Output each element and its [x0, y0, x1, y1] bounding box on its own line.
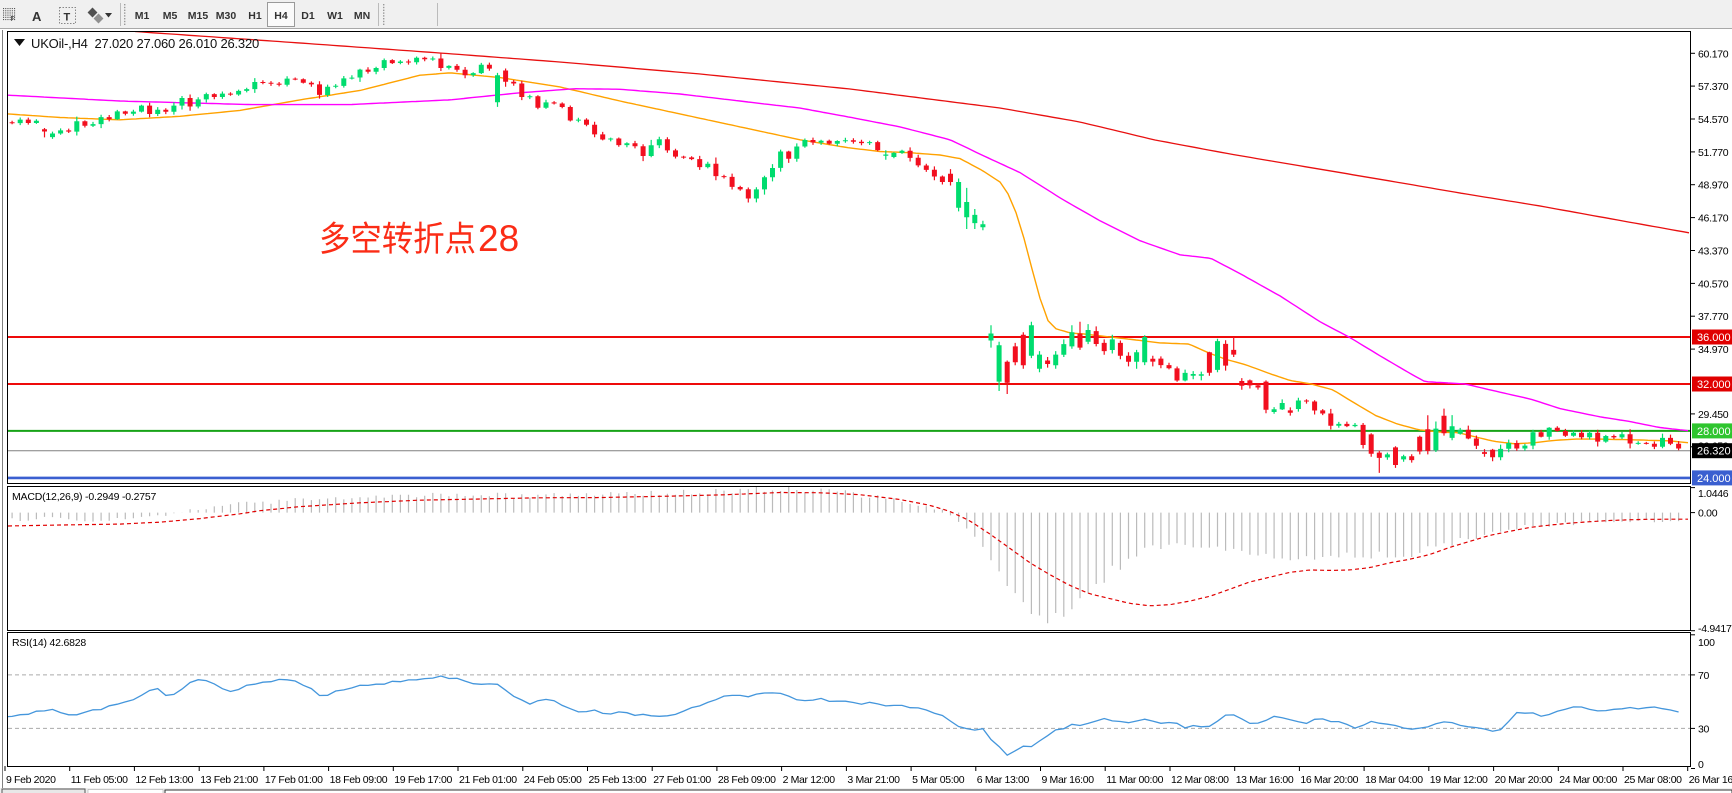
svg-text:5 Mar 05:00: 5 Mar 05:00 [912, 774, 965, 786]
svg-text:18 Mar 04:00: 18 Mar 04:00 [1365, 774, 1423, 786]
svg-text:24 Mar 00:00: 24 Mar 00:00 [1559, 774, 1617, 786]
svg-text:57.370: 57.370 [1698, 81, 1729, 93]
svg-text:2 Mar 12:00: 2 Mar 12:00 [783, 774, 836, 786]
svg-text:25 Mar 08:00: 25 Mar 08:00 [1624, 774, 1682, 786]
svg-text:24.000: 24.000 [1697, 473, 1731, 485]
svg-text:D1: D1 [301, 10, 315, 22]
svg-text:18 Feb 09:00: 18 Feb 09:00 [330, 774, 388, 786]
svg-text:M30: M30 [216, 10, 237, 22]
svg-text:9 Mar 16:00: 9 Mar 16:00 [1042, 774, 1095, 786]
svg-text:11 Mar 00:00: 11 Mar 00:00 [1106, 774, 1163, 786]
svg-text:28: 28 [478, 218, 519, 259]
svg-text:MN: MN [354, 10, 370, 22]
svg-text:20 Mar 20:00: 20 Mar 20:00 [1495, 774, 1553, 786]
svg-text:M15: M15 [188, 10, 209, 22]
svg-text:30: 30 [1698, 723, 1710, 735]
svg-text:34.970: 34.970 [1698, 344, 1729, 356]
svg-text:1.0446: 1.0446 [1698, 488, 1729, 500]
svg-text:70: 70 [1698, 670, 1710, 682]
svg-text:A: A [32, 9, 42, 24]
svg-text:H1: H1 [248, 10, 262, 22]
svg-text:19 Feb 17:00: 19 Feb 17:00 [394, 774, 452, 786]
svg-text:26 Mar 16:00: 26 Mar 16:00 [1689, 774, 1732, 786]
svg-text:F: F [11, 16, 15, 23]
svg-text:M1: M1 [135, 10, 150, 22]
svg-text:0: 0 [1698, 759, 1704, 771]
svg-text:51.770: 51.770 [1698, 147, 1729, 159]
svg-text:46.170: 46.170 [1698, 213, 1729, 225]
svg-text:54.570: 54.570 [1698, 114, 1729, 126]
svg-text:W1: W1 [327, 10, 343, 22]
svg-text:-4.9417: -4.9417 [1698, 623, 1732, 635]
svg-text:13 Mar 16:00: 13 Mar 16:00 [1236, 774, 1294, 786]
svg-text:M5: M5 [163, 10, 178, 22]
svg-text:37.770: 37.770 [1698, 311, 1729, 323]
svg-text:17 Feb 01:00: 17 Feb 01:00 [265, 774, 323, 786]
svg-text:21 Feb 01:00: 21 Feb 01:00 [459, 774, 517, 786]
svg-text:32.000: 32.000 [1697, 379, 1731, 391]
svg-text:43.370: 43.370 [1698, 246, 1729, 258]
svg-text:16 Mar 20:00: 16 Mar 20:00 [1300, 774, 1358, 786]
svg-text:9 Feb 2020: 9 Feb 2020 [6, 774, 56, 786]
svg-text:36.000: 36.000 [1697, 332, 1731, 344]
svg-text:3 Mar 21:00: 3 Mar 21:00 [847, 774, 900, 786]
svg-text:25 Feb 13:00: 25 Feb 13:00 [589, 774, 647, 786]
svg-text:19 Mar 12:00: 19 Mar 12:00 [1430, 774, 1488, 786]
svg-text:RSI(14) 42.6828: RSI(14) 42.6828 [12, 637, 86, 649]
svg-text:H4: H4 [274, 10, 288, 22]
svg-text:40.570: 40.570 [1698, 278, 1729, 290]
svg-text:12 Feb 13:00: 12 Feb 13:00 [135, 774, 193, 786]
svg-text:28 Feb 09:00: 28 Feb 09:00 [718, 774, 776, 786]
svg-text:60.170: 60.170 [1698, 48, 1729, 60]
svg-text:13 Feb 21:00: 13 Feb 21:00 [200, 774, 258, 786]
svg-text:24 Feb 05:00: 24 Feb 05:00 [524, 774, 582, 786]
svg-text:27 Feb 01:00: 27 Feb 01:00 [653, 774, 711, 786]
svg-text:29.450: 29.450 [1698, 409, 1729, 421]
svg-text:0.00: 0.00 [1698, 508, 1718, 520]
svg-text:T: T [64, 12, 71, 24]
svg-text:26.320: 26.320 [1697, 446, 1731, 458]
svg-text:6 Mar 13:00: 6 Mar 13:00 [977, 774, 1030, 786]
svg-text:100: 100 [1698, 637, 1715, 649]
svg-text:48.970: 48.970 [1698, 180, 1729, 192]
svg-text:UKOil-,H4 27.020 27.060 26.01: UKOil-,H4 27.020 27.060 26.010 26.320 [31, 36, 259, 51]
svg-text:12 Mar 08:00: 12 Mar 08:00 [1171, 774, 1229, 786]
svg-text:11 Feb 05:00: 11 Feb 05:00 [71, 774, 128, 786]
svg-text:MACD(12,26,9) -0.2949 -0.2757: MACD(12,26,9) -0.2949 -0.2757 [12, 491, 157, 503]
svg-text:28.000: 28.000 [1697, 426, 1731, 438]
